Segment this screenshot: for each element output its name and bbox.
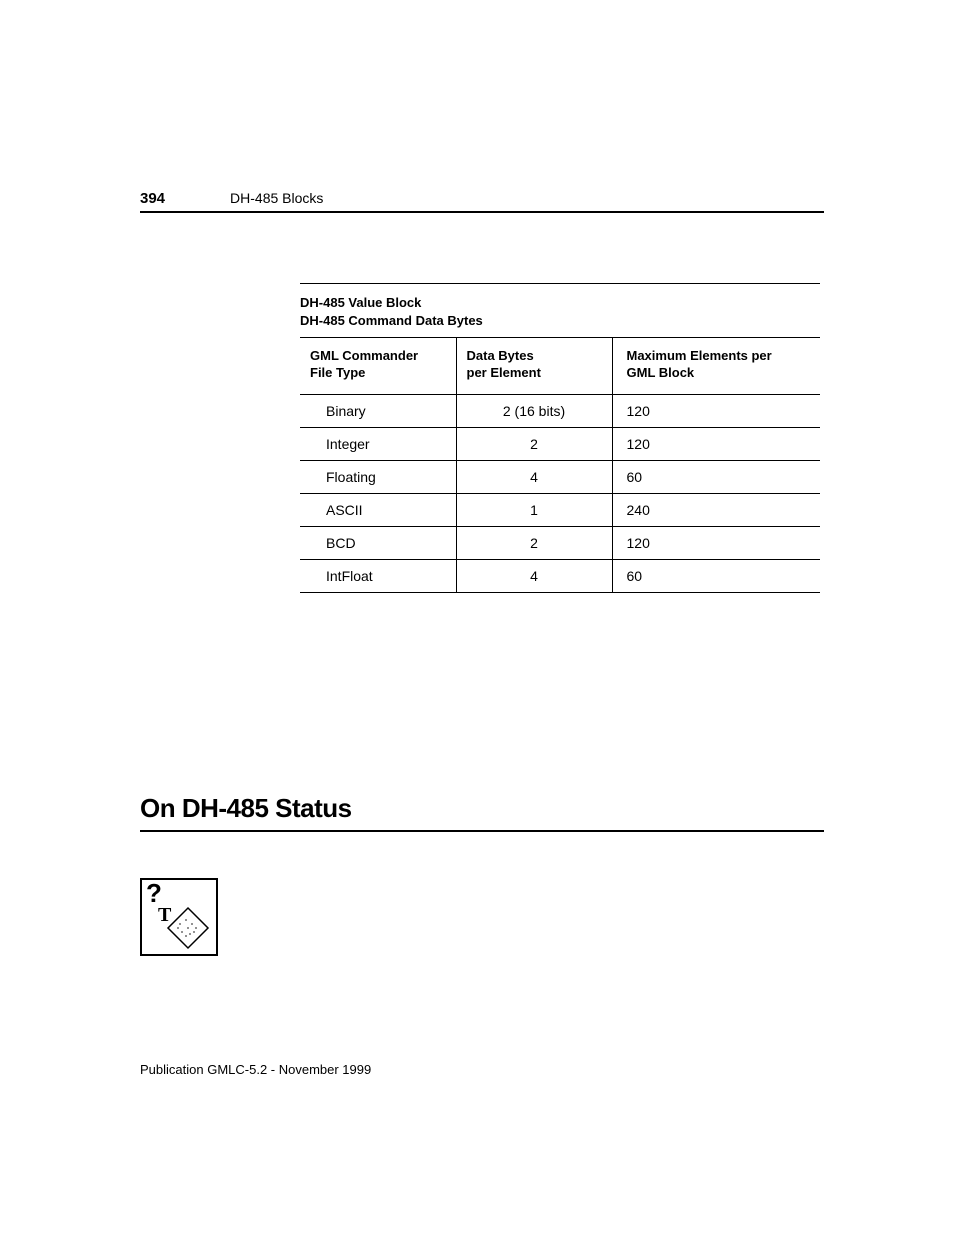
cell-data-bytes: 2 bbox=[456, 526, 612, 559]
table-row: Floating 4 60 bbox=[300, 460, 820, 493]
cell-max-elements: 60 bbox=[612, 460, 820, 493]
table-row: IntFloat 4 60 bbox=[300, 559, 820, 592]
table-caption: DH-485 Value Block DH-485 Command Data B… bbox=[300, 283, 820, 337]
cell-data-bytes: 4 bbox=[456, 559, 612, 592]
cell-file-type: Floating bbox=[300, 460, 456, 493]
col-header-data-bytes: Data Bytes per Element bbox=[456, 338, 612, 395]
table-header-row: GML Commander File Type Data Bytes per E… bbox=[300, 338, 820, 395]
cell-max-elements: 60 bbox=[612, 559, 820, 592]
data-bytes-table-wrap: DH-485 Value Block DH-485 Command Data B… bbox=[300, 283, 820, 593]
section-heading: On DH-485 Status bbox=[140, 793, 824, 832]
cell-file-type: IntFloat bbox=[300, 559, 456, 592]
cell-max-elements: 120 bbox=[612, 394, 820, 427]
col-header-file-type: GML Commander File Type bbox=[300, 338, 456, 395]
page-header: 394 DH-485 Blocks bbox=[140, 190, 824, 213]
cell-data-bytes: 2 bbox=[456, 427, 612, 460]
page-number: 394 bbox=[140, 190, 165, 207]
cell-file-type: ASCII bbox=[300, 493, 456, 526]
cell-max-elements: 240 bbox=[612, 493, 820, 526]
col-header-max-elements: Maximum Elements per GML Block bbox=[612, 338, 820, 395]
data-bytes-table: GML Commander File Type Data Bytes per E… bbox=[300, 337, 820, 593]
table-row: BCD 2 120 bbox=[300, 526, 820, 559]
table-caption-line2: DH-485 Command Data Bytes bbox=[300, 312, 820, 330]
cell-file-type: BCD bbox=[300, 526, 456, 559]
cell-file-type: Binary bbox=[300, 394, 456, 427]
cell-max-elements: 120 bbox=[612, 526, 820, 559]
cell-data-bytes: 2 (16 bits) bbox=[456, 394, 612, 427]
table-row: Integer 2 120 bbox=[300, 427, 820, 460]
cell-max-elements: 120 bbox=[612, 427, 820, 460]
cell-data-bytes: 1 bbox=[456, 493, 612, 526]
table-row: ASCII 1 240 bbox=[300, 493, 820, 526]
table-row: Binary 2 (16 bits) 120 bbox=[300, 394, 820, 427]
status-icon: ? T bbox=[140, 878, 218, 956]
table-caption-line1: DH-485 Value Block bbox=[300, 294, 820, 312]
footer-publication: Publication GMLC-5.2 - November 1999 bbox=[140, 1062, 371, 1077]
cell-file-type: Integer bbox=[300, 427, 456, 460]
cell-data-bytes: 4 bbox=[456, 460, 612, 493]
diamond-icon bbox=[166, 906, 210, 950]
header-title: DH-485 Blocks bbox=[230, 190, 323, 206]
